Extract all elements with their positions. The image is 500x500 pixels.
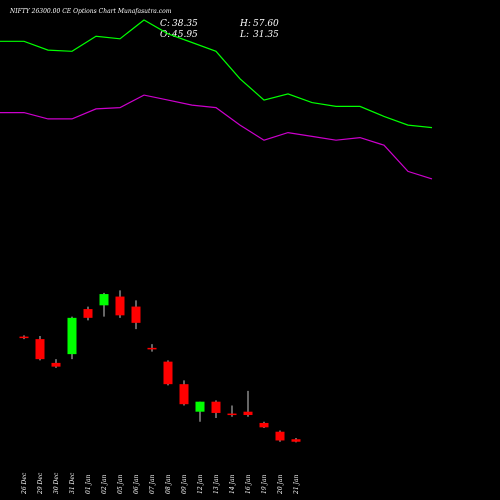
x-tick-label: 02 Jan (101, 474, 108, 494)
band-lines (0, 19, 433, 180)
candle-body (147, 347, 157, 350)
ohlc-readout: C: 38.35 H: 57.60 O: 45.95 L: 31.35 (160, 19, 279, 40)
low-label: L: (239, 30, 249, 40)
candle-body (99, 294, 109, 306)
candle-body (259, 422, 269, 428)
x-axis-labels: 26 Dec 29 Dec 30 Dec 31 Dec 01 Jan 02 Jan 05 J… (21, 472, 300, 495)
lower-band-line (0, 94, 433, 180)
x-tick-label: 07 Jan (149, 474, 156, 494)
candle-body (227, 413, 237, 416)
x-tick-label: 21 Jan (293, 474, 300, 495)
candle-body (115, 296, 125, 316)
chart-title: NIFTY 26300.00 CE Options Chart Munafasu… (9, 8, 172, 15)
x-tick-label: 30 Dec (53, 472, 60, 494)
candle-body (83, 309, 93, 318)
x-tick-label: 05 Jan (117, 474, 124, 494)
candle-body (243, 411, 253, 416)
candle-body (163, 361, 173, 385)
candle-body (211, 401, 221, 413)
candle-body (51, 362, 61, 367)
candles (19, 290, 301, 443)
candle-body (195, 401, 205, 412)
x-tick-label: 14 Jan (229, 474, 236, 494)
x-tick-label: 06 Jan (133, 474, 140, 494)
x-tick-label: 09 Jan (181, 474, 188, 494)
upper-band-line (0, 19, 433, 129)
x-tick-label: 29 Dec (37, 472, 44, 495)
candle-body (179, 384, 189, 405)
high-label: H: (239, 19, 251, 29)
x-tick-label: 01 Jan (85, 474, 92, 494)
open-label: O: (160, 30, 170, 40)
candle-body (275, 431, 285, 441)
x-tick-label: 16 Jan (245, 474, 252, 494)
candle-body (19, 336, 29, 339)
open-value: 45.95 (171, 30, 198, 40)
x-tick-label: 08 Jan (165, 474, 172, 494)
x-tick-label: 31 Dec (69, 472, 76, 494)
x-tick-label: 12 Jan (197, 474, 204, 494)
x-tick-label: 19 Jan (261, 474, 268, 494)
candle-body (35, 339, 45, 360)
candle-body (291, 439, 301, 442)
close-value: 38.35 (172, 19, 198, 29)
low-value: 31.35 (253, 30, 279, 40)
x-tick-label: 13 Jan (213, 474, 220, 494)
candle-body (67, 317, 77, 355)
high-value: 57.60 (253, 19, 279, 29)
candle-body (131, 306, 141, 323)
close-label: C: (160, 19, 170, 29)
x-tick-label: 26 Dec (21, 472, 28, 495)
x-tick-label: 20 Jan (277, 474, 284, 495)
